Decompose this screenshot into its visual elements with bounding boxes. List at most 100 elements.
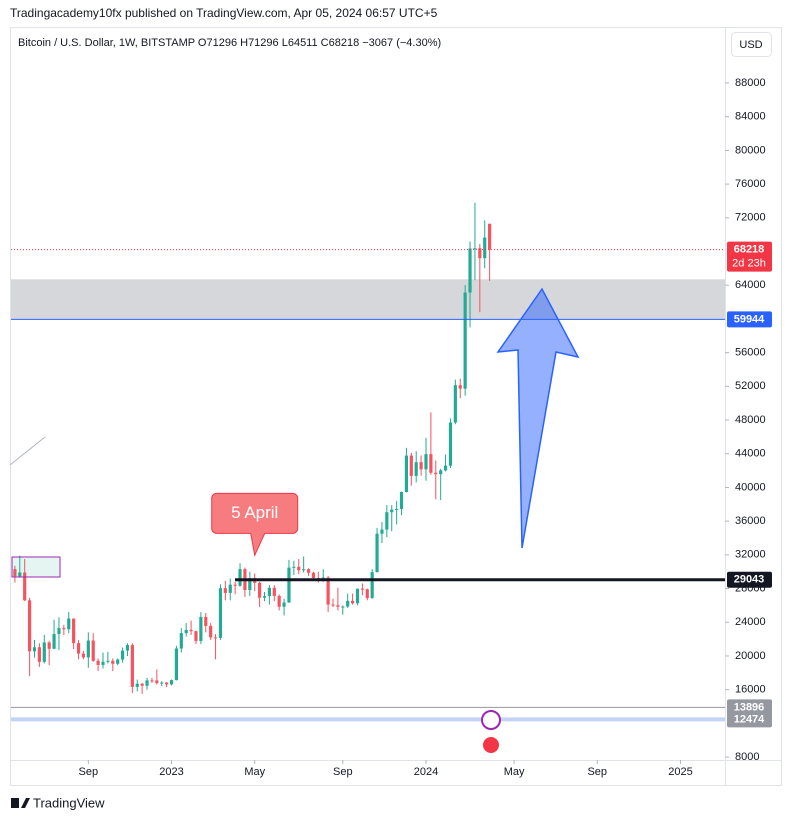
candle-body [204,616,208,626]
candle-body [463,292,467,389]
candle-body [448,422,453,466]
candle-body [52,634,56,649]
price-label-box [727,571,772,588]
y-tick-label: 16000 [735,684,766,696]
candle-body [302,569,306,571]
chart-frame [10,27,782,786]
candle-body [282,602,286,607]
price-label-box [727,241,772,272]
candle-body [233,584,237,586]
candle-body [37,647,41,662]
event-icon[interactable] [481,710,501,730]
candle-body [277,595,281,607]
x-tick-label: Sep [79,766,99,778]
y-tick-label: 56000 [735,347,766,359]
candle-body [23,572,27,601]
candle-body [150,680,154,682]
candle-body [189,629,193,632]
candle-body [32,647,37,652]
x-tick-label: May [504,766,525,778]
y-tick-label: 32000 [735,549,766,561]
candle-body [311,572,316,579]
candle-body [262,596,267,598]
price-label: 29043 [734,574,765,586]
price-label-box [727,711,772,728]
currency-button[interactable] [731,32,772,57]
candle-body [165,682,169,685]
price-label-box [727,311,772,328]
candle-body [355,588,360,604]
candle-body [326,577,330,605]
candle-body [140,683,144,686]
y-tick-label: 76000 [735,178,766,190]
candle-body [458,385,462,389]
y-tick-label: 72000 [735,212,766,224]
callout [211,492,299,558]
candle-body [453,385,457,423]
y-tick-label: 64000 [735,279,766,291]
candle-body [76,643,81,654]
candle-body [409,455,413,476]
candle-body [199,616,203,641]
candle-body [67,618,71,630]
candle-body [111,660,115,664]
candle-body [419,462,423,470]
candle-body [385,512,389,530]
y-tick-label: 84000 [735,111,766,123]
candle-body [223,588,227,593]
candle-body [380,529,384,534]
candle-body [145,680,149,686]
candle-body [47,642,51,649]
candle-body [395,508,399,510]
candle-body [28,600,32,652]
candle-body [478,248,482,259]
y-tick-label: 44000 [735,448,766,460]
candle-body [125,645,130,651]
y-tick-label: 48000 [735,414,766,426]
drawn-arrow [496,287,580,549]
candle-body [414,462,418,476]
candle-body [267,587,271,597]
event-icon[interactable] [481,735,501,755]
candle-body [248,578,252,591]
candle-body [120,650,125,660]
symbol-title: Bitcoin / U.S. Dollar, 1W, BITSTAMP O712… [18,37,441,49]
brand-logo [11,798,30,808]
candle-body [213,637,218,639]
candle-body [370,572,374,599]
x-tick-label: May [244,766,265,778]
price-label: 59944 [734,313,765,325]
price-label: 12474 [734,713,765,725]
currency-label: USD [739,39,762,51]
candle-body [228,584,232,593]
y-tick-label: 88000 [735,77,766,89]
candle-body [57,628,61,635]
candle-body [483,237,487,259]
y-tick-label: 8000 [735,751,759,763]
candle-body [160,682,164,684]
x-tick-label: 2024 [414,766,438,778]
candle-body [116,659,120,664]
candle-body [434,472,438,475]
candle-body [13,569,17,577]
y-tick-label: 24000 [735,616,766,628]
brand-name: TradingView [33,795,105,810]
candle-body [238,569,242,586]
candle-body [443,465,448,471]
y-tick-label: 36000 [735,515,766,527]
candle-body [468,248,472,293]
candle-body [331,604,335,606]
drawn-box [11,556,61,578]
price-label: 68218 [734,244,765,256]
y-tick-label: 20000 [735,650,766,662]
candle-body [130,645,134,687]
candle-body [439,470,443,475]
y-tick-label: 80000 [735,144,766,156]
candle-body [297,566,301,571]
candle-body [184,629,188,634]
candle-body [174,648,178,681]
candle-body [81,653,86,658]
candle-body [360,588,364,590]
candle-body [350,600,355,604]
